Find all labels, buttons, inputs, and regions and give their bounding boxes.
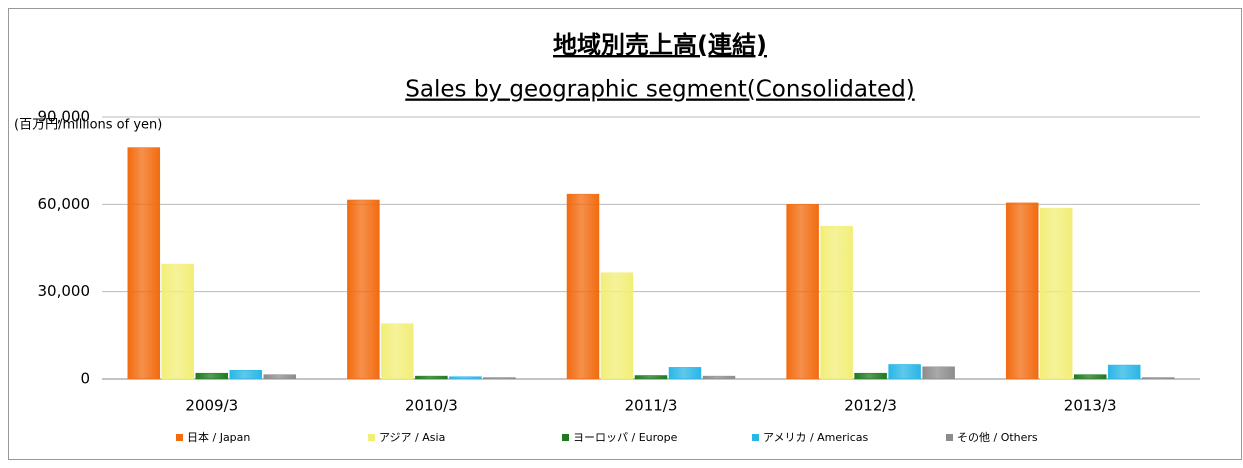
bar [786, 204, 819, 380]
bar [668, 367, 702, 380]
legend-swatch [946, 434, 953, 441]
y-tick-label: 60,000 [38, 195, 91, 213]
bar [229, 370, 263, 380]
bar [888, 364, 921, 380]
bar [702, 375, 736, 380]
y-tick-label: 0 [80, 370, 90, 388]
bar [634, 375, 668, 380]
legend-label: 日本 / Japan [187, 430, 250, 444]
chart-subtitle: Sales by geographic segment(Consolidated… [405, 77, 914, 103]
bar [566, 193, 600, 380]
bar [1005, 202, 1039, 380]
bar [1107, 364, 1141, 380]
legend-label: アメリカ / Americas [763, 431, 869, 444]
legend-swatch [176, 434, 183, 441]
x-tick-label: 2013/3 [1064, 397, 1117, 415]
legend-swatch [562, 434, 569, 441]
bar [347, 199, 380, 380]
bar [922, 366, 955, 380]
bar [854, 372, 887, 380]
bar [195, 372, 229, 380]
bar [1039, 207, 1073, 380]
legend-label: その他 / Others [957, 431, 1038, 444]
y-axis-label: (百万円/millions of yen) [14, 118, 162, 133]
x-tick-label: 2011/3 [625, 397, 678, 415]
chart-title: 地域別売上高(連結) [553, 31, 767, 59]
bar [127, 147, 161, 380]
y-tick-label: 30,000 [38, 282, 91, 300]
legend-label: ヨーロッパ / Europe [573, 431, 678, 444]
bar [483, 377, 516, 380]
bar [381, 323, 414, 380]
bar [263, 374, 297, 380]
bar [600, 272, 634, 380]
y-tick-label: 90,000 [38, 108, 91, 126]
bar [449, 376, 482, 380]
bar [161, 263, 195, 380]
x-tick-label: 2009/3 [185, 397, 238, 415]
bar [1141, 377, 1175, 380]
x-tick-label: 2012/3 [844, 397, 897, 415]
legend-swatch [368, 434, 375, 441]
bar [415, 375, 448, 380]
bar [820, 225, 853, 380]
x-tick-label: 2010/3 [405, 397, 458, 415]
legend-swatch [752, 434, 759, 441]
legend-label: アジア / Asia [379, 431, 445, 444]
bar [1073, 374, 1107, 380]
